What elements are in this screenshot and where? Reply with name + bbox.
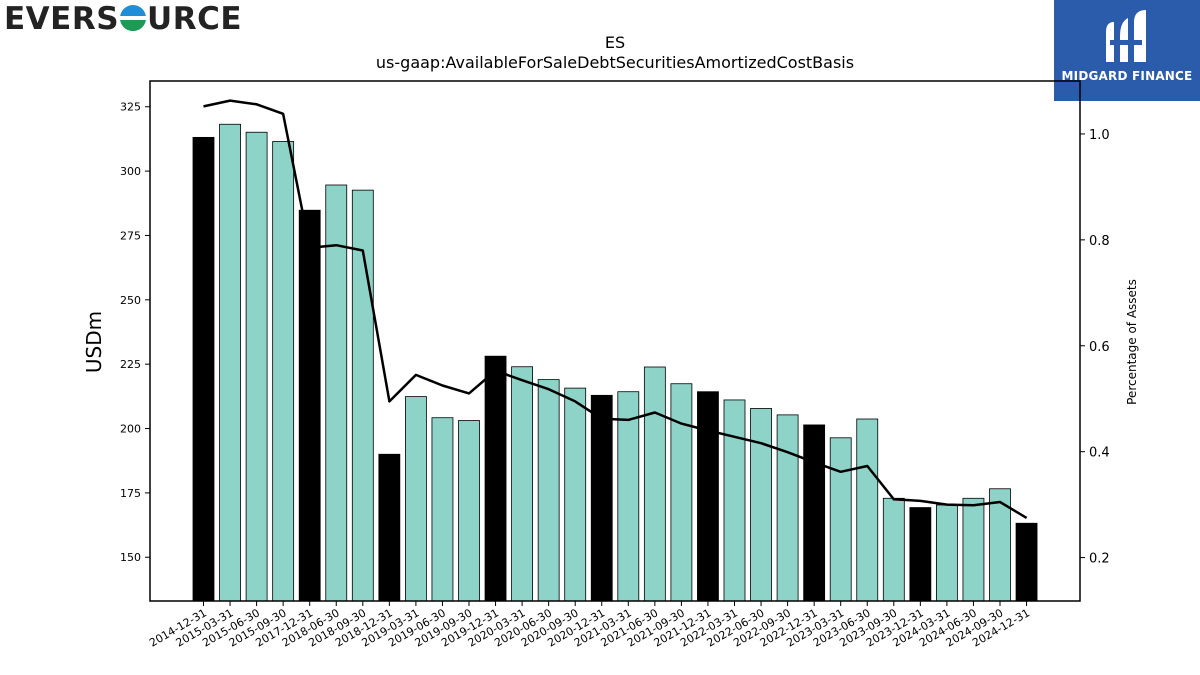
logo-o-globe-icon xyxy=(119,4,148,39)
bar-2020-06-30 xyxy=(537,379,560,602)
bar-2021-09-30 xyxy=(670,383,693,602)
bar-2022-06-30 xyxy=(750,408,772,602)
bar-2022-12-31 xyxy=(803,424,826,602)
bar-2020-09-30 xyxy=(564,387,587,602)
y-tick-label: 275 xyxy=(120,229,141,242)
bar-2023-09-30 xyxy=(882,497,905,602)
chart-subtitle: us-gaap:AvailableForSaleDebtSecuritiesAm… xyxy=(376,53,854,72)
eversource-logo: EVERS URCE xyxy=(4,2,242,39)
axes-group: 1501752002252502753003250.20.40.60.81.02… xyxy=(120,101,1110,650)
bar-2015-09-30 xyxy=(272,141,295,602)
chart-title: ES xyxy=(605,33,625,52)
logo-right-text: MIDGARD FINANCE xyxy=(1061,69,1193,83)
y-tick-label: 200 xyxy=(120,423,141,436)
y-tick-label: 175 xyxy=(120,487,141,500)
y-tick-label: 325 xyxy=(120,101,141,114)
bar-2022-09-30 xyxy=(776,414,799,602)
y-axis-label: USDm xyxy=(82,311,106,373)
bar-2023-06-30 xyxy=(856,418,879,602)
line-group xyxy=(203,99,1028,519)
bar-2021-06-30 xyxy=(643,366,666,602)
bar-2023-12-31 xyxy=(909,507,932,602)
logo-left-text-after: URCE xyxy=(147,1,243,37)
bar-2024-06-30 xyxy=(962,497,985,602)
bar-2019-12-31 xyxy=(484,355,507,602)
y-tick-label: 250 xyxy=(120,294,141,307)
bar-2022-03-31 xyxy=(723,399,746,602)
bar-2014-12-31 xyxy=(192,136,215,602)
bar-2019-03-31 xyxy=(404,396,427,602)
bar-2021-03-31 xyxy=(617,391,640,602)
y2-tick-label: 0.2 xyxy=(1089,552,1110,567)
bar-2023-03-31 xyxy=(829,437,852,602)
bar-2019-09-30 xyxy=(458,420,480,602)
y2-tick-label: 0.4 xyxy=(1089,446,1110,461)
bar-2020-12-31 xyxy=(590,394,613,602)
bar-2019-06-30 xyxy=(431,417,454,602)
bar-2017-12-31 xyxy=(298,209,321,602)
y-tick-label: 225 xyxy=(120,358,141,371)
plot-frame xyxy=(149,80,1081,602)
bar-2024-03-31 xyxy=(936,504,958,602)
bar-2015-06-30 xyxy=(245,131,268,602)
y2-tick-label: 1.0 xyxy=(1089,128,1110,143)
y2-axis-label: Percentage of Assets xyxy=(1125,279,1139,405)
y-tick-label: 300 xyxy=(120,165,141,178)
y2-tick-label: 0.6 xyxy=(1089,340,1110,355)
bar-2021-12-31 xyxy=(697,391,719,602)
y2-tick-label: 0.8 xyxy=(1089,234,1110,249)
logo-left-text-before: EVERS xyxy=(4,1,120,37)
bar-2024-12-31 xyxy=(1015,522,1038,602)
bars-group xyxy=(192,123,1038,602)
midgard-mark-icon xyxy=(1106,10,1146,62)
midgard-finance-logo: MIDGARD FINANCE xyxy=(1054,0,1200,101)
bar-2020-03-31 xyxy=(511,366,534,602)
percentage-of-assets-line xyxy=(203,99,1028,519)
y-tick-label: 150 xyxy=(120,551,141,564)
bar-2018-12-31 xyxy=(378,453,401,602)
bar-2015-03-31 xyxy=(219,123,241,602)
